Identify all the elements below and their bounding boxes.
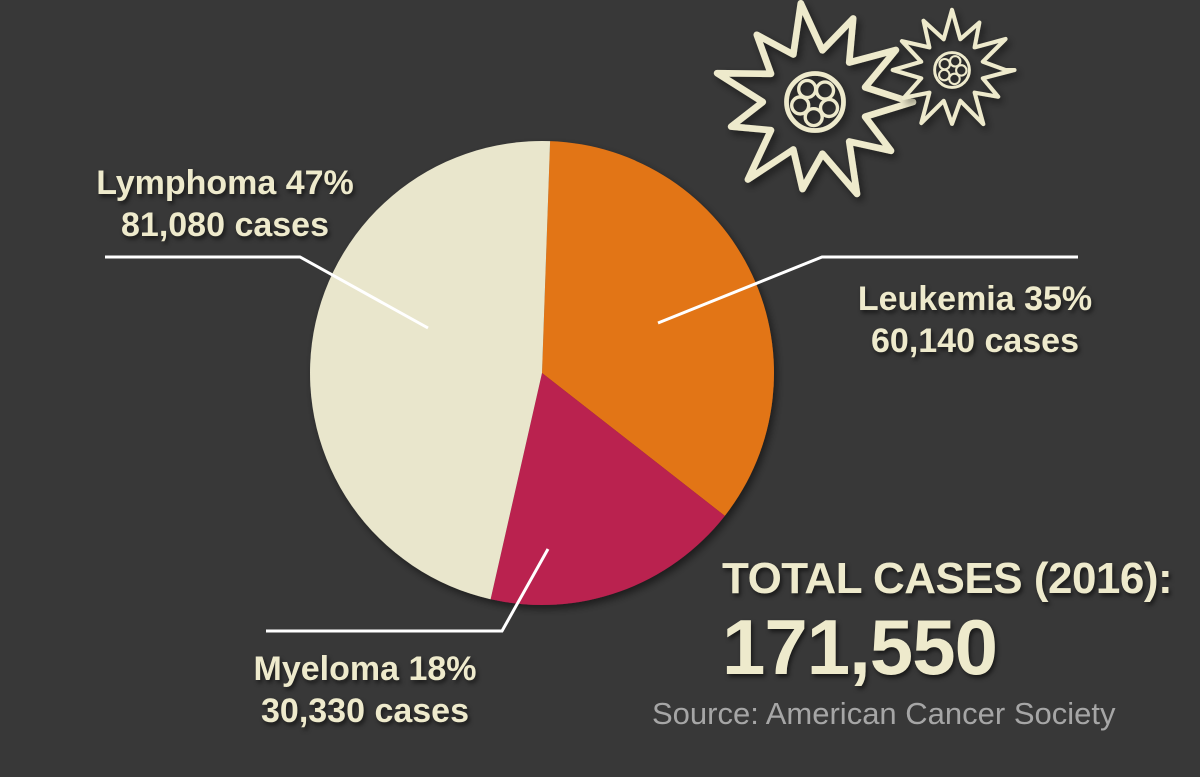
label-myeloma-cases: 30,330 cases bbox=[261, 692, 469, 730]
label-leukemia: Leukemia 35% 60,140 cases bbox=[790, 278, 1160, 362]
pie-slice-leukemia bbox=[542, 141, 774, 516]
leader-line-lymphoma bbox=[105, 255, 429, 330]
leader-line-myeloma bbox=[266, 548, 550, 633]
label-myeloma: Myeloma 18% 30,330 cases bbox=[180, 648, 550, 732]
pie-slice-lymphoma bbox=[310, 140, 551, 600]
label-leukemia-cases: 60,140 cases bbox=[871, 322, 1079, 360]
label-leukemia-percent: Leukemia 35% bbox=[857, 280, 1093, 318]
label-lymphoma-cases: 81,080 cases bbox=[121, 206, 329, 244]
total-cases-label: TOTAL CASES (2016): bbox=[722, 554, 1173, 603]
blood-cell-icon bbox=[713, 0, 917, 198]
leader-line-leukemia bbox=[657, 255, 1078, 325]
label-myeloma-percent: Myeloma 18% bbox=[253, 650, 477, 688]
total-cases-value: 171,550 bbox=[722, 603, 998, 691]
label-lymphoma-percent: Lymphoma 47% bbox=[96, 164, 354, 202]
pie-slice-myeloma bbox=[490, 373, 725, 605]
blood-cell-icon bbox=[890, 7, 1017, 127]
source-credit: Source: American Cancer Society bbox=[652, 696, 1116, 731]
total-cases: TOTAL CASES (2016): 171,550 bbox=[722, 552, 1173, 691]
label-lymphoma: Lymphoma 47% 81,080 cases bbox=[40, 162, 410, 246]
